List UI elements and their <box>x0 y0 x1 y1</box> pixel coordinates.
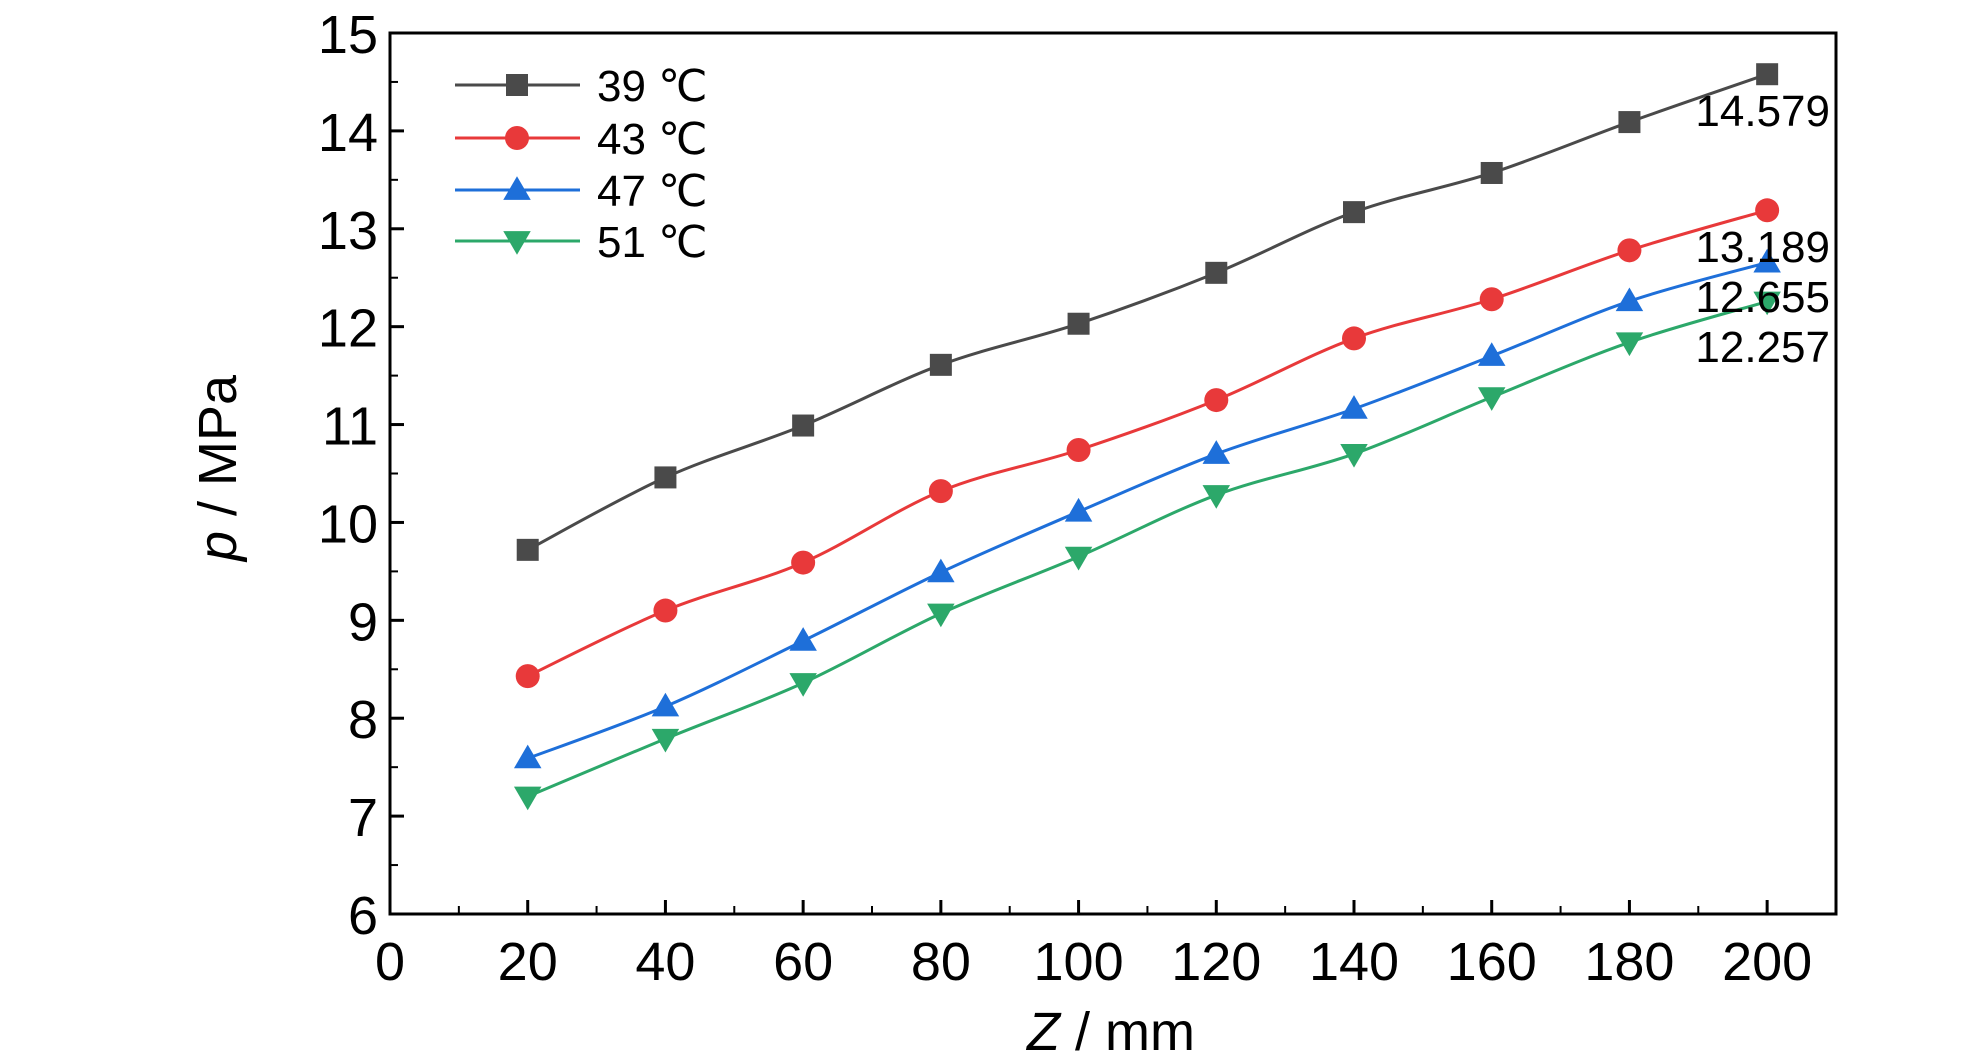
data-point <box>1615 332 1644 357</box>
y-axis-label: p / MPa <box>188 374 248 563</box>
data-point <box>927 603 955 628</box>
data-point <box>1753 248 1781 273</box>
x-tick-label: 80 <box>911 932 971 992</box>
data-point <box>1618 111 1641 134</box>
data-point <box>929 353 952 376</box>
legend-entry: 51 ℃ <box>455 218 708 267</box>
series-3 <box>513 248 1781 769</box>
data-point <box>513 744 542 769</box>
data-point <box>1615 287 1644 312</box>
y-tick-label: 14 <box>318 103 378 163</box>
data-label: 14.579 <box>1695 87 1830 136</box>
series-4 <box>513 291 1781 811</box>
data-point <box>1064 546 1093 571</box>
series-line <box>527 72 1768 552</box>
data-point <box>1204 388 1229 413</box>
data-point <box>651 728 680 753</box>
data-point <box>1064 497 1093 522</box>
series-2 <box>515 198 1780 689</box>
y-axis-variable: p <box>188 531 248 563</box>
x-axis-variable: Z <box>1025 1002 1062 1062</box>
y-tick-label: 8 <box>348 690 378 750</box>
y-tick-label: 9 <box>348 592 378 652</box>
y-tick-label: 13 <box>318 201 378 261</box>
y-axis-unit: / MPa <box>188 374 248 531</box>
x-tick-label: 100 <box>1034 932 1124 992</box>
data-point <box>927 558 955 583</box>
data-point <box>1756 63 1779 86</box>
data-point <box>1753 291 1781 316</box>
data-label: 12.655 <box>1695 273 1830 322</box>
data-label: 13.189 <box>1695 223 1830 272</box>
plot-frame <box>388 31 1838 916</box>
data-point <box>653 598 678 623</box>
data-point <box>651 692 680 717</box>
series-line <box>527 208 1768 678</box>
y-tick-label: 6 <box>348 886 378 946</box>
y-tick-label: 15 <box>318 5 378 65</box>
x-axis-unit: / mm <box>1060 1002 1195 1062</box>
y-tick-label: 10 <box>318 494 378 554</box>
data-point <box>1067 312 1090 335</box>
data-point <box>791 550 816 575</box>
data-label: 12.257 <box>1695 323 1830 372</box>
data-point <box>1479 287 1504 312</box>
data-point <box>1202 485 1231 509</box>
series-line <box>527 261 1768 760</box>
data-point <box>1066 438 1091 463</box>
x-tick-label: 60 <box>773 932 833 992</box>
data-point <box>1340 395 1368 419</box>
data-point <box>1205 261 1228 284</box>
legend-entry: 47 ℃ <box>455 167 708 216</box>
legend-entry: 43 ℃ <box>455 115 708 164</box>
x-tick-label: 140 <box>1309 932 1399 992</box>
data-point <box>1477 342 1506 366</box>
data-point <box>1477 387 1506 411</box>
data-point <box>1617 238 1642 263</box>
x-axis-label: Z / mm <box>1025 1002 1195 1062</box>
x-tick-label: 180 <box>1584 932 1674 992</box>
legend: 39 ℃43 ℃47 ℃51 ℃ <box>455 62 708 267</box>
legend-label: 39 ℃ <box>597 62 708 111</box>
x-tick-label: 160 <box>1447 932 1537 992</box>
data-point <box>1202 440 1231 464</box>
data-point <box>1340 444 1368 468</box>
data-point <box>1343 201 1365 224</box>
plot-border <box>388 31 1838 916</box>
x-tick-label: 120 <box>1171 932 1261 992</box>
legend-label: 51 ℃ <box>597 218 708 267</box>
y-axis: 6 7 8 9 10 11 12 13 14 15 <box>318 5 404 946</box>
data-point <box>1755 198 1780 223</box>
x-tick-label: 40 <box>635 932 695 992</box>
legend-entry: 39 ℃ <box>455 62 708 111</box>
x-axis: 0 20 40 60 80 100 120 140 160 180 200 <box>375 900 1812 992</box>
y-tick-label: 11 <box>322 397 378 457</box>
legend-label: 47 ℃ <box>597 167 708 216</box>
data-point <box>789 673 817 697</box>
data-point <box>1342 326 1366 351</box>
series-1 <box>516 63 1779 561</box>
data-point <box>516 538 539 561</box>
x-tick-label: 0 <box>375 932 405 992</box>
data-point <box>789 627 817 651</box>
data-point <box>515 664 540 689</box>
y-tick-label: 12 <box>318 299 378 359</box>
x-tick-label: 20 <box>498 932 558 992</box>
data-point <box>928 479 953 504</box>
legend-marker <box>503 176 531 200</box>
data-point <box>792 414 815 437</box>
series-line <box>527 300 1768 798</box>
series-layer <box>513 63 1781 811</box>
data-point <box>654 466 677 489</box>
x-tick-label: 200 <box>1722 932 1812 992</box>
data-point <box>1480 161 1503 184</box>
legend-marker <box>506 74 528 96</box>
data-point <box>513 786 542 811</box>
y-tick-label: 7 <box>348 788 378 848</box>
legend-label: 43 ℃ <box>597 115 708 164</box>
legend-marker <box>503 231 531 255</box>
legend-marker <box>505 126 529 150</box>
